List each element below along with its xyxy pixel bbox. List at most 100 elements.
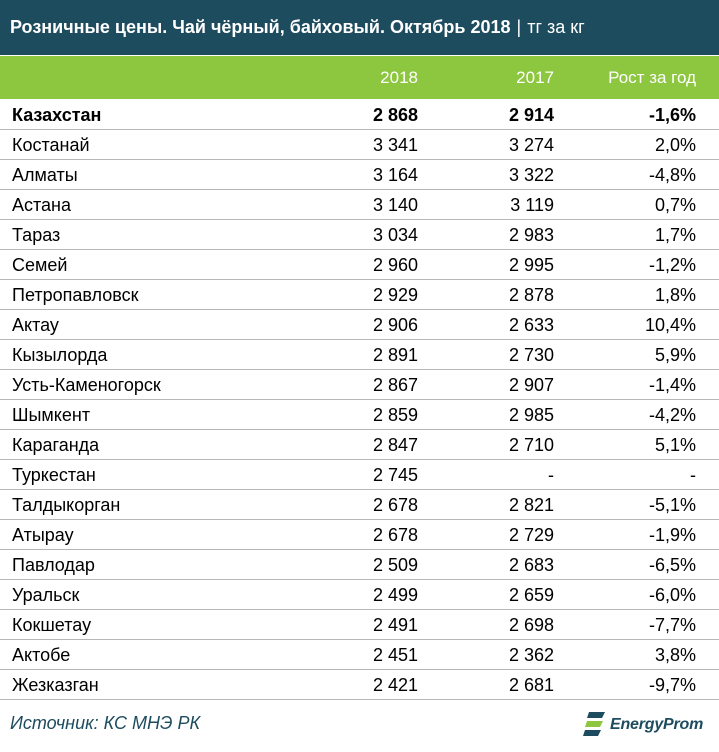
cell-value-2017: 2 730 [508, 345, 554, 365]
cell-value-2018: 2 678 [372, 495, 418, 515]
cell-growth: -1,2% [648, 255, 696, 275]
table-row: Актау 2 906 2 633 10,4% [0, 310, 719, 340]
cell-value-2017: 2 907 [508, 375, 554, 395]
cell-region-name: Жезказган [12, 675, 99, 695]
cell-value-2018: 2 847 [372, 435, 418, 455]
cell-region-name: Актобе [12, 645, 71, 665]
cell-region-name: Алматы [12, 165, 78, 185]
table-body: Казахстан 2 868 2 914 -1,6% Костанай 3 341 3 2… [0, 100, 719, 700]
column-header-growth: Рост за год [608, 68, 696, 87]
cell-value-2017: 2 659 [508, 585, 554, 605]
cell-region-name: Усть-Каменогорск [12, 375, 161, 395]
cell-region-name: Караганда [12, 435, 100, 455]
cell-value-2018: 2 745 [372, 465, 418, 485]
table-row: Алматы 3 164 3 322 -4,8% [0, 160, 719, 190]
cell-region-name: Казахстан [12, 105, 102, 125]
energyprom-logo-icon [583, 712, 605, 736]
cell-value-2017: 2 362 [508, 645, 554, 665]
cell-value-2017: - [548, 465, 554, 485]
cell-value-2018: 3 034 [372, 225, 418, 245]
cell-value-2017: 2 995 [508, 255, 554, 275]
cell-growth: 5,1% [654, 435, 696, 455]
cell-value-2017: 3 274 [508, 135, 554, 155]
cell-value-2017: 2 710 [508, 435, 554, 455]
cell-growth: 1,7% [654, 225, 696, 245]
cell-growth: -5,1% [648, 495, 696, 515]
cell-growth: 1,8% [654, 285, 696, 305]
cell-value-2017: 2 985 [508, 405, 554, 425]
cell-growth: -4,8% [648, 165, 696, 185]
cell-value-2017: 2 983 [508, 225, 554, 245]
cell-region-name: Шымкент [12, 405, 91, 425]
cell-value-2017: 2 914 [508, 105, 554, 125]
table-row: Караганда 2 847 2 710 5,1% [0, 430, 719, 460]
cell-growth: 5,9% [654, 345, 696, 365]
cell-growth: -9,7% [648, 675, 696, 695]
cell-value-2018: 2 868 [372, 105, 418, 125]
cell-region-name: Кокшетау [12, 615, 92, 635]
cell-value-2017: 2 821 [508, 495, 554, 515]
table-row: Актобе 2 451 2 362 3,8% [0, 640, 719, 670]
cell-value-2017: 2 633 [508, 315, 554, 335]
cell-growth: -7,7% [648, 615, 696, 635]
table-row: Усть-Каменогорск 2 867 2 907 -1,4% [0, 370, 719, 400]
cell-region-name: Уральск [12, 585, 80, 605]
cell-value-2017: 3 119 [510, 195, 554, 215]
table-row: Тараз 3 034 2 983 1,7% [0, 220, 719, 250]
table-row: Астана 3 140 3 119 0,7% [0, 190, 719, 220]
table-row: Талдыкорган 2 678 2 821 -5,1% [0, 490, 719, 520]
table-row: Казахстан 2 868 2 914 -1,6% [0, 100, 719, 130]
table-row: Кокшетау 2 491 2 698 -7,7% [0, 610, 719, 640]
title-separator: | [516, 17, 522, 37]
table-unit: тг за кг [527, 17, 585, 37]
column-header-name [12, 56, 312, 99]
cell-value-2018: 2 859 [372, 405, 418, 425]
cell-value-2018: 3 140 [372, 195, 418, 215]
table-title: Розничные цены. Чай чёрный, байховый. Ок… [10, 17, 511, 37]
column-header-row: 2018 2017 Рост за год [0, 56, 719, 99]
cell-growth: 3,8% [654, 645, 696, 665]
cell-growth: -1,9% [648, 525, 696, 545]
cell-growth: - [690, 465, 696, 485]
cell-region-name: Павлодар [12, 555, 95, 575]
cell-value-2017: 2 681 [508, 675, 554, 695]
cell-value-2018: 2 451 [372, 645, 418, 665]
cell-growth: 2,0% [654, 135, 696, 155]
cell-value-2018: 2 491 [372, 615, 418, 635]
column-header-2017: 2017 [516, 68, 554, 87]
cell-region-name: Петропавловск [12, 285, 139, 305]
energyprom-logo: EnergyProm [583, 708, 703, 742]
table-row: Семей 2 960 2 995 -1,2% [0, 250, 719, 280]
cell-value-2018: 2 678 [372, 525, 418, 545]
cell-value-2017: 2 878 [508, 285, 554, 305]
cell-value-2017: 3 322 [508, 165, 554, 185]
cell-value-2018: 2 867 [372, 375, 418, 395]
cell-value-2017: 2 698 [508, 615, 554, 635]
column-header-2018: 2018 [380, 68, 418, 87]
table-row: Петропавловск 2 929 2 878 1,8% [0, 280, 719, 310]
cell-region-name: Костанай [12, 135, 90, 155]
cell-region-name: Кызылорда [12, 345, 108, 365]
cell-value-2018: 2 929 [372, 285, 418, 305]
logo-text: EnergyProm [610, 716, 704, 733]
cell-value-2018: 2 891 [372, 345, 418, 365]
table-row: Шымкент 2 859 2 985 -4,2% [0, 400, 719, 430]
cell-value-2018: 2 960 [372, 255, 418, 275]
cell-growth: 10,4% [644, 315, 696, 335]
cell-region-name: Семей [12, 255, 68, 275]
cell-value-2018: 2 906 [372, 315, 418, 335]
source-note: Источник: КС МНЭ РК [10, 713, 201, 733]
cell-region-name: Актау [12, 315, 59, 335]
cell-value-2018: 2 509 [372, 555, 418, 575]
cell-value-2017: 2 683 [508, 555, 554, 575]
cell-value-2018: 2 421 [372, 675, 418, 695]
cell-region-name: Астана [12, 195, 72, 215]
cell-region-name: Туркестан [12, 465, 96, 485]
cell-growth: 0,7% [654, 195, 696, 215]
cell-value-2018: 2 499 [372, 585, 418, 605]
table-row: Жезказган 2 421 2 681 -9,7% [0, 670, 719, 700]
table-row: Уральск 2 499 2 659 -6,0% [0, 580, 719, 610]
cell-growth: -4,2% [648, 405, 696, 425]
cell-region-name: Талдыкорган [12, 495, 121, 515]
table-row: Туркестан 2 745 - - [0, 460, 719, 490]
